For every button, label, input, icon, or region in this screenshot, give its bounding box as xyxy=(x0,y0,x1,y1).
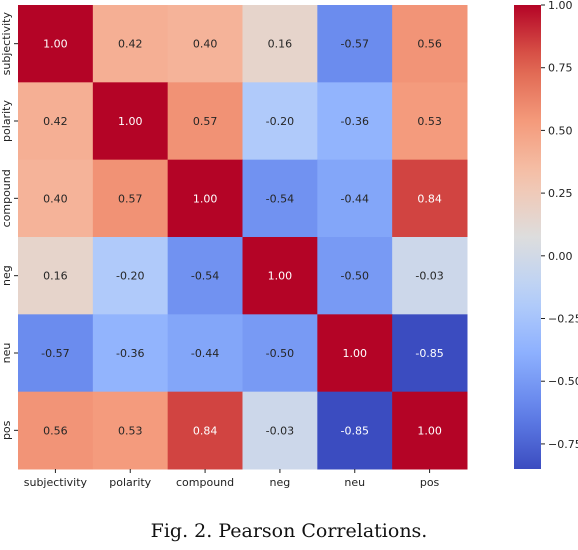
cell-value-label: 0.56 xyxy=(417,38,442,51)
heatmap-cell xyxy=(392,5,468,83)
heatmap-cell xyxy=(242,314,318,393)
row-tick-label: pos xyxy=(0,420,13,440)
figure-caption: Fig. 2. Pearson Correlations. xyxy=(150,520,428,542)
cell-value-label: 1.00 xyxy=(43,38,68,51)
heatmap-cell xyxy=(167,314,243,393)
colorbar-tick-label: −0.25 xyxy=(548,313,578,326)
cell-value-label: 0.57 xyxy=(118,192,143,205)
heatmap-cell xyxy=(317,159,393,238)
heatmap-cell xyxy=(242,159,318,238)
colorbar-tick-label: −0.75 xyxy=(548,438,578,451)
colorbar-gradient xyxy=(514,5,541,469)
cell-value-label: 0.57 xyxy=(193,115,218,128)
cell-value-label: -0.54 xyxy=(191,270,219,283)
column-tick-label: pos xyxy=(420,476,440,489)
cell-value-label: 0.40 xyxy=(193,38,218,51)
cell-value-label: 0.42 xyxy=(43,115,68,128)
column-tick-label: polarity xyxy=(109,476,151,489)
heatmap-cell xyxy=(18,82,94,161)
heatmap-grid: 1.00 0.42 0.40 0.16 -0.57 0.56 0.42 1.00 0.57 -0.… xyxy=(18,5,468,470)
heatmap-cell xyxy=(317,391,393,470)
heatmap-cell xyxy=(92,314,169,393)
colorbar: 1.00 0.75 0.50 0.25 0.00 −0.25 −0.50 −0.75 xyxy=(514,0,578,469)
cell-value-label: 0.84 xyxy=(193,424,218,437)
heatmap-cell xyxy=(167,237,243,315)
cell-value-label: 0.40 xyxy=(43,192,68,205)
heatmap-cell xyxy=(242,82,318,161)
colorbar-tick-label: 1.00 xyxy=(548,0,573,12)
heatmap-cell xyxy=(392,314,468,393)
cell-value-label: -0.85 xyxy=(341,424,369,437)
cell-value-label: -0.57 xyxy=(341,38,369,51)
colorbar-tick-label: 0.25 xyxy=(548,187,573,200)
heatmap-cell xyxy=(167,391,243,470)
cell-value-label: 0.16 xyxy=(43,270,68,283)
row-tick-label: polarity xyxy=(0,100,13,142)
cell-value-label: -0.44 xyxy=(341,192,369,205)
heatmap-cell xyxy=(92,159,169,238)
cell-value-label: 1.00 xyxy=(118,115,143,128)
row-tick-label: compound xyxy=(0,169,13,227)
row-tick-labels: subjectivity polarity compound neg neu pos xyxy=(0,12,18,440)
cell-value-label: 0.53 xyxy=(118,424,143,437)
heatmap-cell xyxy=(167,5,243,83)
colorbar-tick-label: −0.50 xyxy=(548,375,578,388)
cell-value-label: -0.54 xyxy=(266,192,294,205)
heatmap-cell xyxy=(18,237,94,315)
cell-value-label: -0.20 xyxy=(266,115,294,128)
row-tick-label: subjectivity xyxy=(0,12,13,76)
column-tick-label: compound xyxy=(176,476,234,489)
heatmap-cell xyxy=(167,82,243,161)
heatmap-cell xyxy=(92,82,169,161)
heatmap-cell xyxy=(392,391,468,470)
heatmap-cell xyxy=(18,314,94,393)
column-tick-label: neg xyxy=(270,476,291,489)
cell-value-label: -0.50 xyxy=(266,347,294,360)
cell-value-label: 0.16 xyxy=(268,38,293,51)
cell-value-label: 1.00 xyxy=(343,347,368,360)
heatmap-cell xyxy=(18,159,94,238)
heatmap-cell xyxy=(242,391,318,470)
cell-value-label: -0.36 xyxy=(116,347,144,360)
heatmap-cell xyxy=(317,5,393,83)
heatmap-cell xyxy=(92,391,169,470)
cell-value-label: 0.56 xyxy=(43,424,68,437)
cell-value-label: -0.50 xyxy=(341,270,369,283)
colorbar-tick-label: 0.50 xyxy=(548,124,573,137)
heatmap-cell xyxy=(392,82,468,161)
heatmap-cell xyxy=(92,5,169,83)
heatmap-cell xyxy=(18,391,94,470)
row-tick-label: neu xyxy=(0,343,13,364)
heatmap-cell xyxy=(317,82,393,161)
heatmap-cell xyxy=(317,237,393,315)
column-tick-label: neu xyxy=(344,476,365,489)
row-tick-label: neg xyxy=(0,265,13,286)
cell-value-label: 0.42 xyxy=(118,38,143,51)
heatmap-cell xyxy=(18,5,94,83)
colorbar-tick-label: 0.00 xyxy=(548,250,573,263)
cell-value-label: -0.03 xyxy=(415,270,443,283)
heatmap-cell xyxy=(92,237,169,315)
column-tick-label: subjectivity xyxy=(24,476,88,489)
cell-value-label: -0.44 xyxy=(191,347,219,360)
cell-value-label: -0.03 xyxy=(266,424,294,437)
heatmap-cell xyxy=(392,237,468,315)
heatmap-cell xyxy=(167,159,243,238)
heatmap-cell xyxy=(242,5,318,83)
cell-value-label: 1.00 xyxy=(268,270,293,283)
cell-value-label: 0.84 xyxy=(417,192,442,205)
cell-value-label: -0.57 xyxy=(41,347,69,360)
heatmap-cell xyxy=(392,159,468,238)
cell-value-label: -0.36 xyxy=(341,115,369,128)
cell-value-label: 1.00 xyxy=(417,424,442,437)
column-tick-labels: subjectivity polarity compound neg neu pos xyxy=(24,469,440,489)
cell-value-label: -0.85 xyxy=(415,347,443,360)
cell-value-label: -0.20 xyxy=(116,270,144,283)
cell-value-label: 1.00 xyxy=(193,192,218,205)
colorbar-tick-label: 0.75 xyxy=(548,62,573,75)
heatmap-cell xyxy=(317,314,393,393)
cell-value-label: 0.53 xyxy=(417,115,442,128)
heatmap-cell xyxy=(242,237,318,315)
